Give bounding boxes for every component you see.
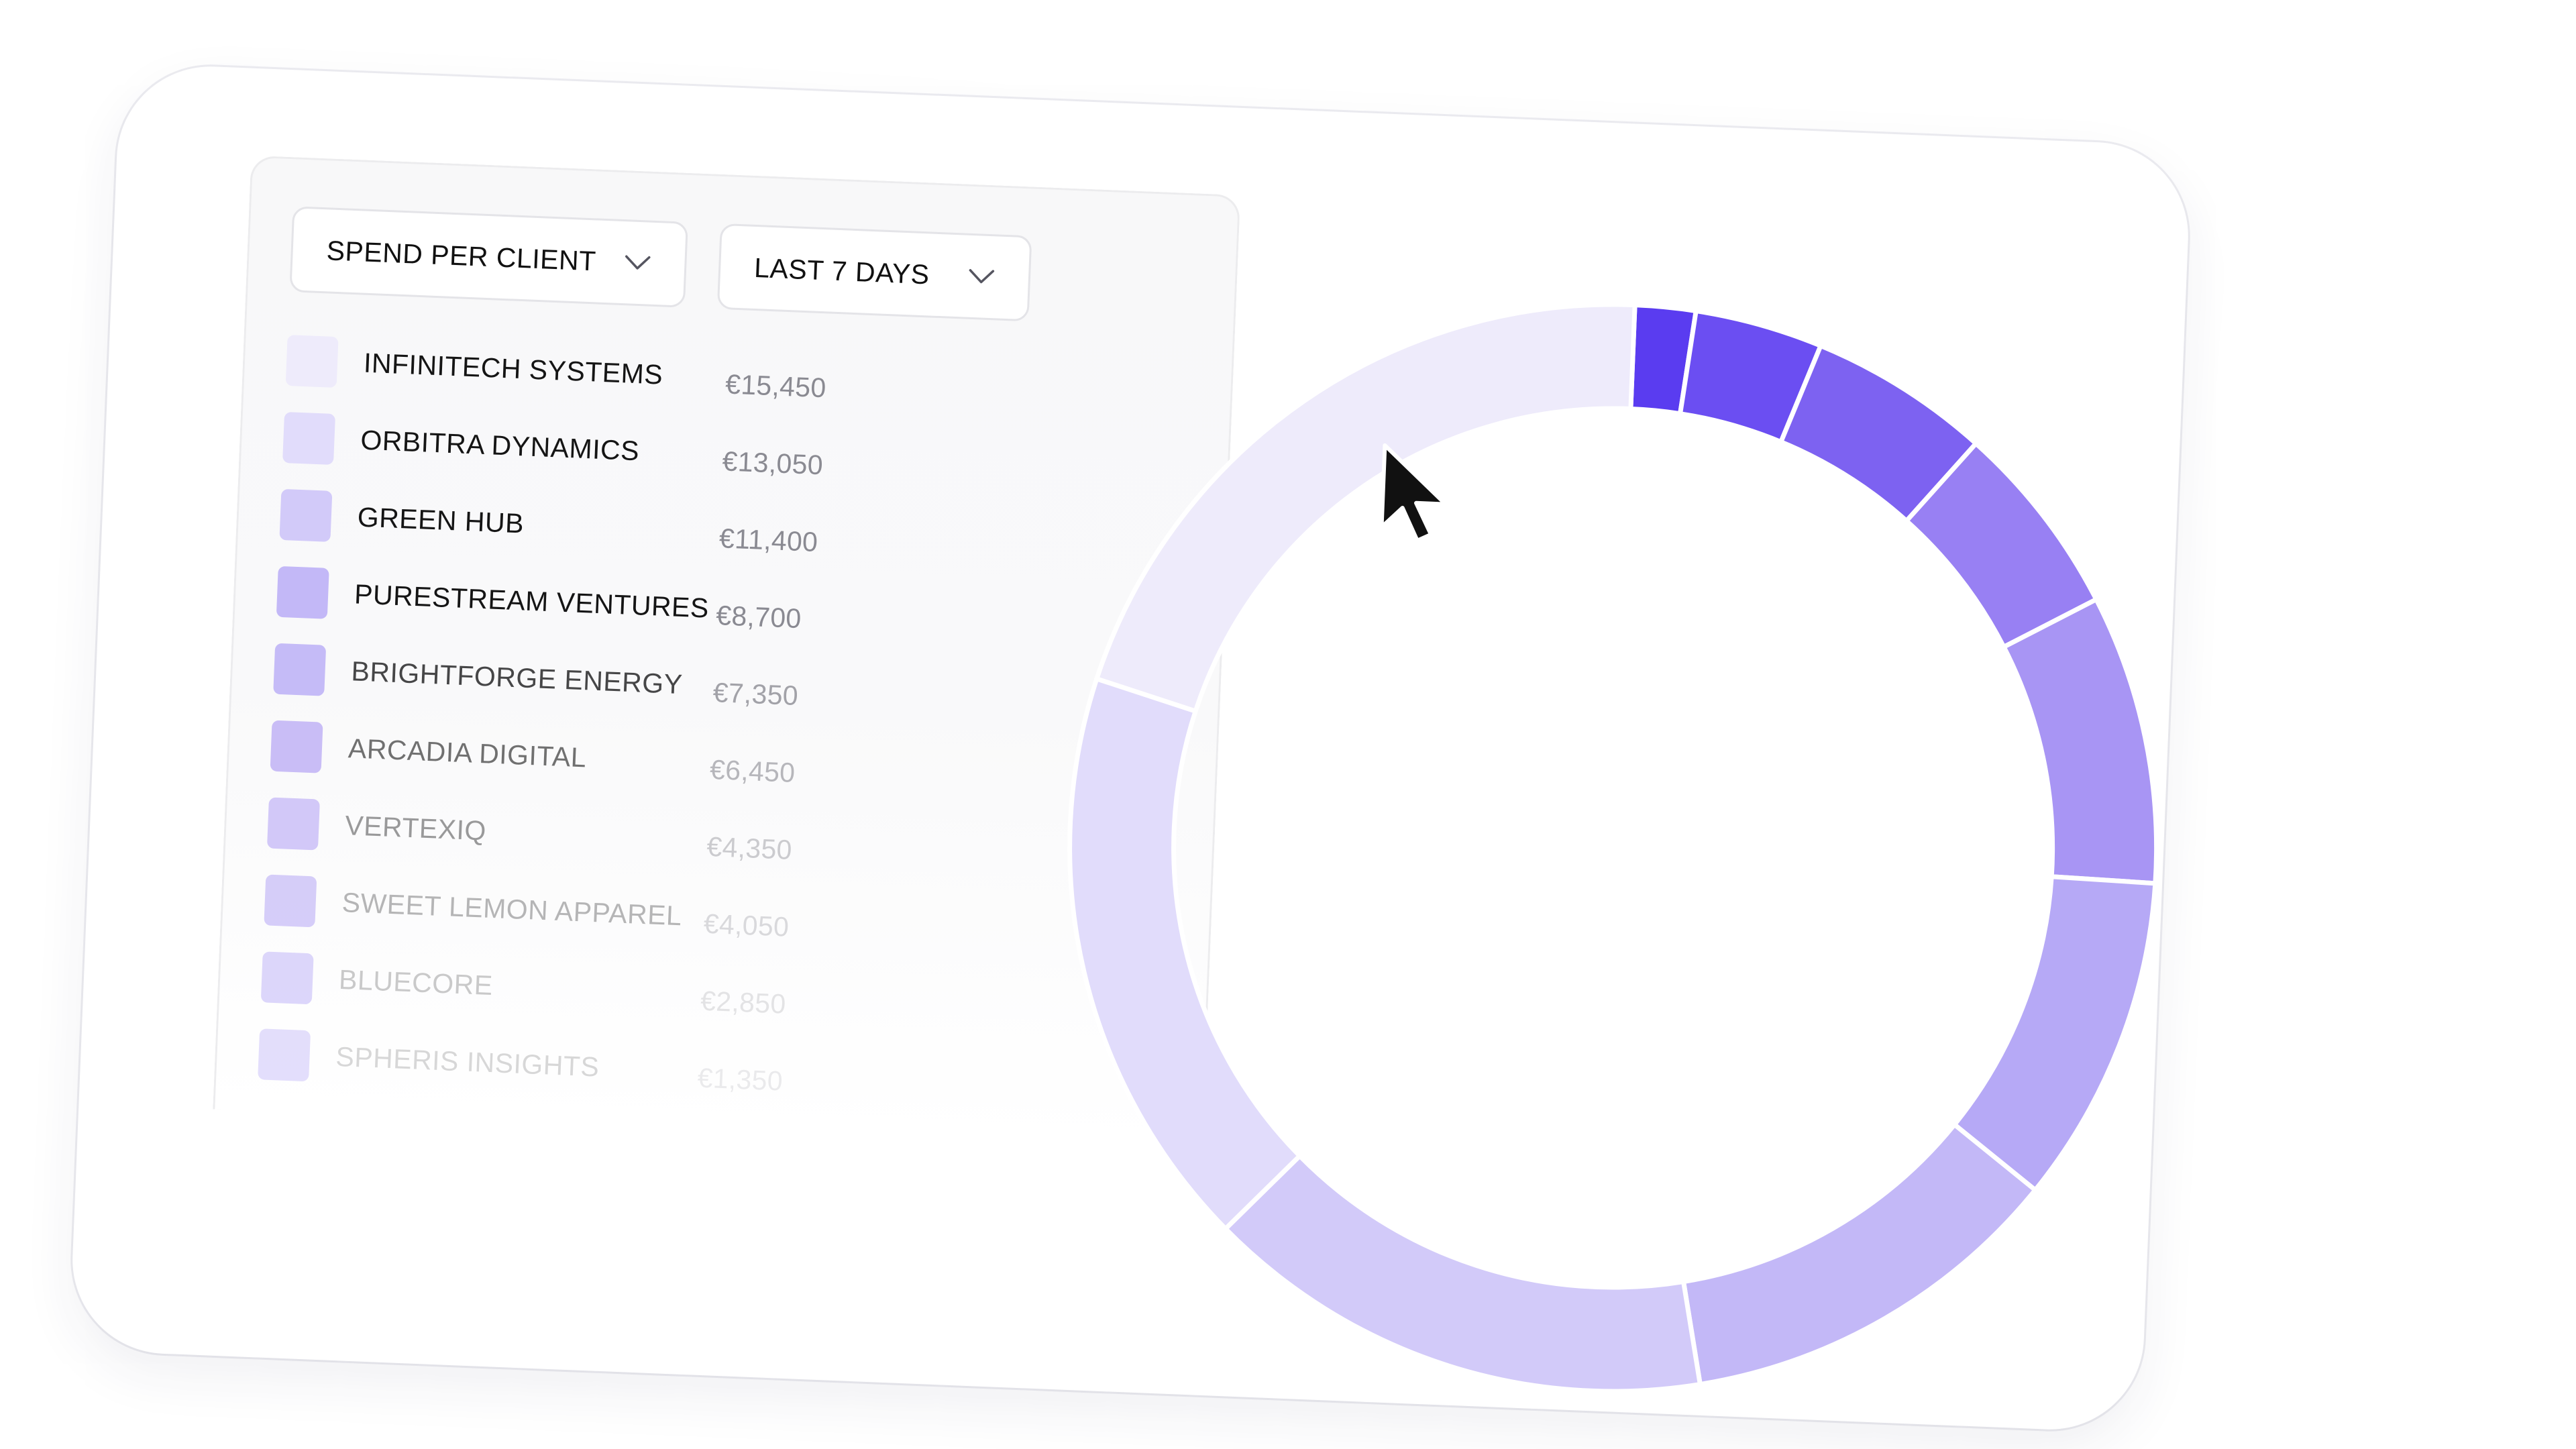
client-legend: INFINITECH SYSTEMS €15,450 ORBITRA DYNAMIC… — [257, 335, 1025, 1135]
legend-client-value: €4,350 — [706, 830, 793, 865]
legend-client-value: €15,450 — [724, 368, 827, 404]
donut-segment[interactable] — [1055, 676, 1319, 1232]
donut-segment[interactable] — [1094, 284, 1638, 728]
legend-swatch — [279, 488, 333, 542]
donut-segment[interactable] — [1679, 1114, 2038, 1398]
metric-dropdown[interactable]: SPEND PER CLIENT — [289, 206, 688, 308]
date-range-dropdown-label: LAST 7 DAYS — [753, 252, 930, 290]
legend-client-name: ORBITRA DYNAMICS — [360, 424, 640, 467]
legend-swatch — [260, 951, 314, 1005]
legend-swatch — [276, 566, 329, 619]
date-range-dropdown[interactable]: LAST 7 DAYS — [716, 223, 1032, 322]
donut-segment[interactable] — [1220, 1153, 1709, 1395]
legend-client-name: ARCADIA DIGITAL — [347, 733, 588, 773]
legend-client-value: €7,350 — [712, 676, 799, 712]
legend-client-name: PURESTREAM VENTURES — [354, 578, 710, 624]
legend-swatch — [264, 874, 317, 928]
legend-swatch — [282, 411, 336, 465]
donut-segment[interactable] — [1994, 596, 2167, 886]
mouse-pointer-icon — [1377, 443, 1455, 546]
dashboard-card: SPEND PER CLIENT LAST 7 DAYS INFINITECH … — [68, 62, 2192, 1434]
legend-client-name: SPHERIS INSIGHTS — [335, 1040, 600, 1083]
legend-client-name: VERTEXIQ — [344, 810, 487, 847]
legend-client-value: €13,050 — [721, 445, 824, 481]
metric-dropdown-label: SPEND PER CLIENT — [325, 234, 597, 276]
legend-client-name: INFINITECH SYSTEMS — [363, 347, 664, 390]
legend-client-name: SWEET LEMON APPAREL — [341, 887, 683, 932]
chevron-down-icon — [624, 249, 652, 277]
legend-client-value: €2,850 — [700, 985, 787, 1020]
legend-client-value: €1,350 — [696, 1062, 784, 1097]
legend-swatch — [258, 1028, 311, 1082]
legend-client-value: €4,050 — [703, 908, 790, 943]
legend-swatch — [270, 720, 323, 773]
legend-client-name: BRIGHTFORGE ENERGY — [350, 655, 684, 700]
legend-swatch — [285, 335, 339, 388]
legend-client-name: GREEN HUB — [356, 501, 525, 539]
chevron-down-icon — [967, 263, 996, 291]
legend-client-value: €8,700 — [715, 600, 802, 635]
legend-client-name: BLUECORE — [338, 963, 494, 1002]
legend-client-value: €6,450 — [709, 753, 796, 788]
spend-donut-chart — [1055, 284, 2167, 1398]
legend-swatch — [266, 797, 320, 851]
legend-panel: SPEND PER CLIENT LAST 7 DAYS INFINITECH … — [213, 155, 1241, 1149]
legend-swatch — [273, 643, 327, 696]
legend-client-value: €11,400 — [718, 523, 819, 558]
